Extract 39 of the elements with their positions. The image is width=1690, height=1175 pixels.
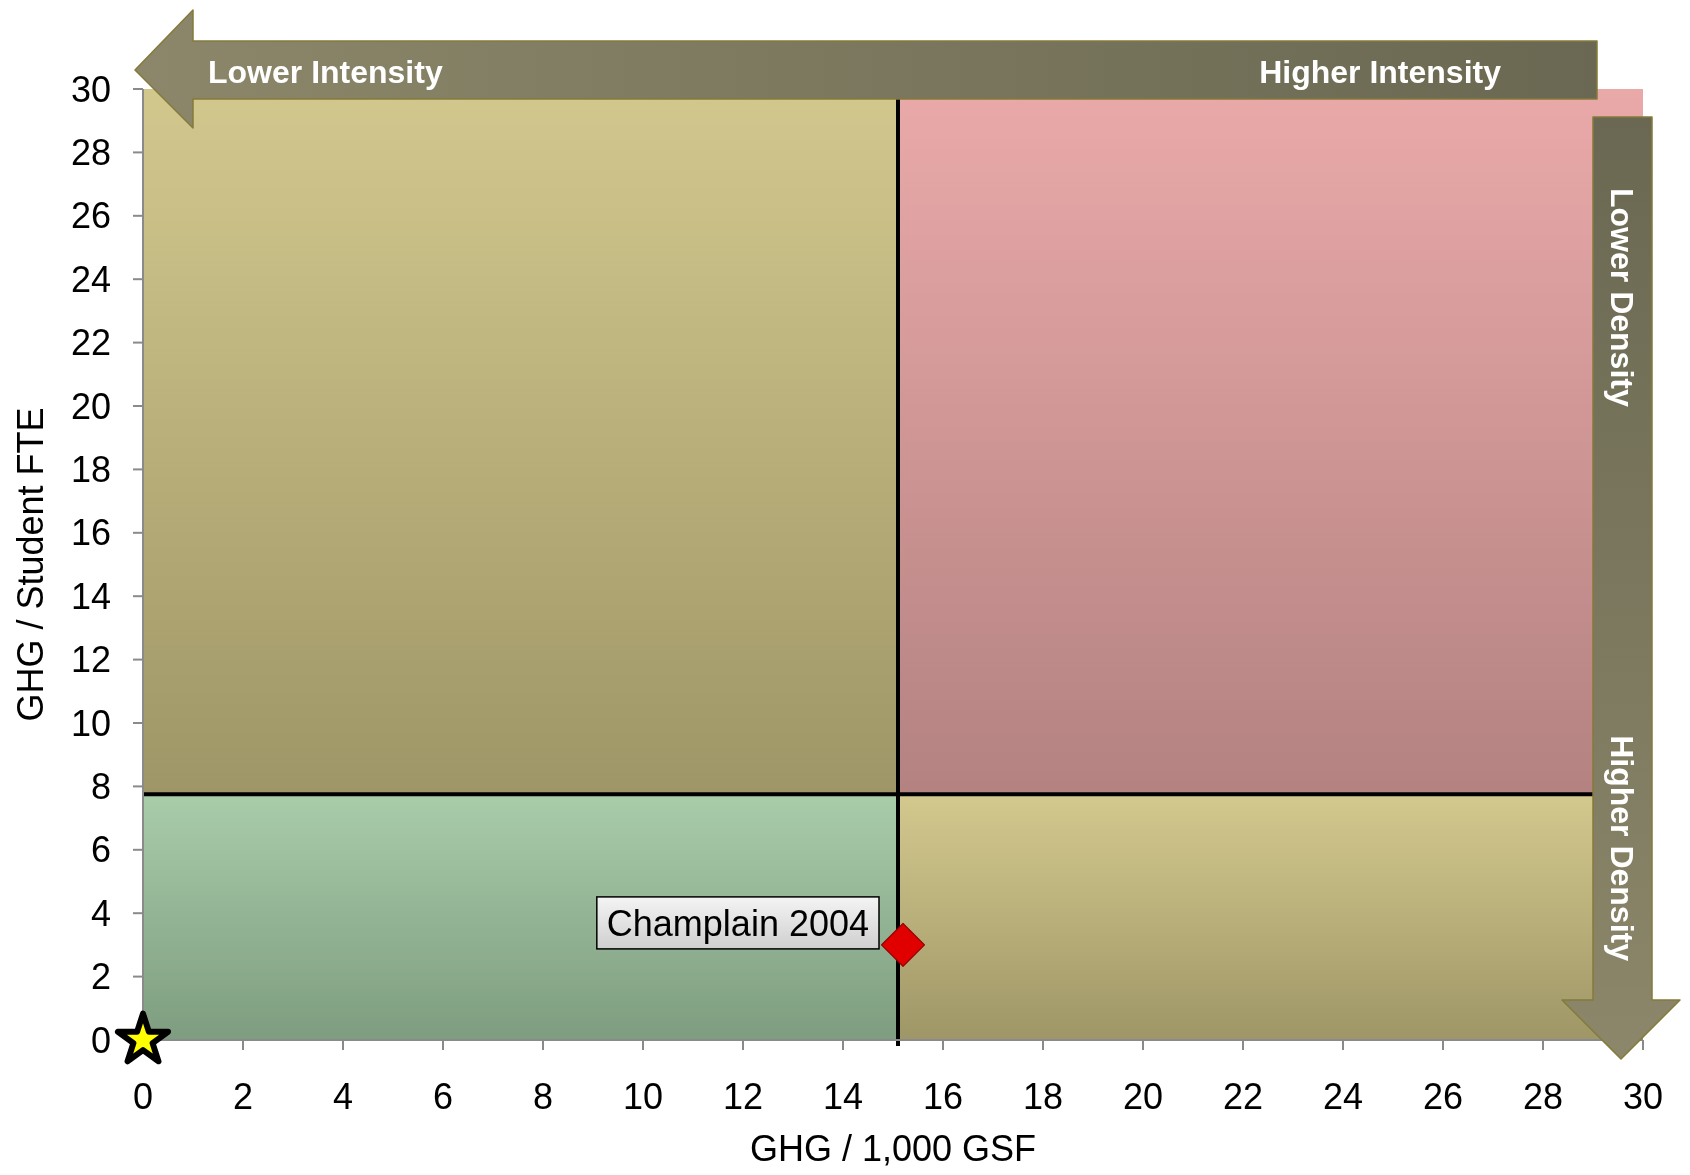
y-tick-label: 20 xyxy=(70,385,111,427)
x-tick-label: 12 xyxy=(722,1075,764,1117)
y-tick-label: 2 xyxy=(90,956,111,998)
x-tick-label: 4 xyxy=(332,1075,354,1117)
x-tick-label: 18 xyxy=(1022,1075,1064,1117)
x-tick-label: 22 xyxy=(1222,1075,1264,1117)
y-tick-label: 6 xyxy=(90,829,111,871)
x-tick-label: 16 xyxy=(922,1075,964,1117)
x-tick-label: 24 xyxy=(1322,1075,1364,1117)
y-tick-label: 16 xyxy=(70,512,111,554)
x-tick-label: 0 xyxy=(132,1075,154,1117)
y-tick-label: 22 xyxy=(70,322,111,364)
y-tick-label: 10 xyxy=(70,702,111,744)
x-axis-title: GHG / 1,000 GSF xyxy=(749,1127,1037,1169)
x-tick-label: 30 xyxy=(1622,1075,1664,1117)
y-tick-label: 26 xyxy=(70,195,111,237)
y-tick-label: 30 xyxy=(70,68,111,110)
x-tick-label: 10 xyxy=(622,1075,664,1117)
y-tick-label: 8 xyxy=(90,765,111,807)
x-tick-label: 6 xyxy=(432,1075,454,1117)
y-tick-label: 28 xyxy=(70,131,111,173)
annotation: Lower Density xyxy=(1604,188,1640,407)
y-tick-label: 18 xyxy=(70,448,111,490)
y-tick-label: 0 xyxy=(90,1019,111,1061)
x-tick-label: 8 xyxy=(532,1075,554,1117)
x-tick-label: 14 xyxy=(822,1075,864,1117)
series-label: Champlain 2004 xyxy=(606,902,869,944)
x-tick-label: 20 xyxy=(1122,1075,1164,1117)
y-tick-label: 4 xyxy=(90,892,111,934)
x-tick-label: 26 xyxy=(1422,1075,1464,1117)
annotation: Higher Intensity xyxy=(1259,54,1502,90)
y-tick-label: 14 xyxy=(70,575,111,617)
annotation: Higher Density xyxy=(1604,735,1640,962)
y-tick-label: 12 xyxy=(70,639,111,681)
x-tick-label: 28 xyxy=(1522,1075,1564,1117)
x-tick-label: 2 xyxy=(232,1075,254,1117)
annotation: Lower Intensity xyxy=(208,54,443,90)
y-tick-label: 24 xyxy=(70,258,111,300)
y-axis-title: GHG / Student FTE xyxy=(9,407,51,722)
